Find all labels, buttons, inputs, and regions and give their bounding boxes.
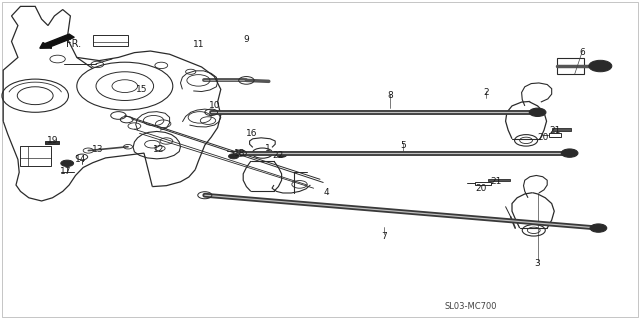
Text: 11: 11 bbox=[193, 40, 204, 49]
Circle shape bbox=[589, 60, 612, 72]
Text: 6: 6 bbox=[580, 48, 585, 57]
Bar bbox=[45, 141, 59, 144]
Circle shape bbox=[228, 154, 239, 159]
Circle shape bbox=[276, 152, 287, 157]
Bar bbox=[93, 35, 128, 46]
Text: 9: 9 bbox=[244, 35, 249, 44]
Text: 13: 13 bbox=[92, 145, 103, 154]
Text: 20: 20 bbox=[537, 133, 548, 142]
Bar bbox=[557, 58, 584, 74]
Bar bbox=[552, 128, 571, 131]
Text: 4: 4 bbox=[324, 189, 329, 197]
Text: 15: 15 bbox=[136, 85, 148, 94]
Text: 19: 19 bbox=[47, 137, 58, 145]
Circle shape bbox=[561, 149, 578, 157]
Circle shape bbox=[529, 108, 546, 116]
Bar bbox=[488, 179, 510, 181]
Bar bbox=[475, 182, 491, 185]
Text: 8: 8 bbox=[388, 91, 393, 100]
Text: FR.: FR. bbox=[66, 39, 81, 49]
Text: 16: 16 bbox=[246, 130, 257, 138]
Circle shape bbox=[590, 224, 607, 232]
Text: 21: 21 bbox=[490, 177, 502, 186]
Text: 1: 1 bbox=[265, 144, 270, 153]
Text: 18: 18 bbox=[234, 149, 246, 158]
Text: 17: 17 bbox=[60, 167, 71, 176]
Text: 10: 10 bbox=[209, 101, 220, 110]
Text: 2: 2 bbox=[484, 88, 489, 97]
Text: 22: 22 bbox=[273, 151, 284, 160]
Bar bbox=[549, 133, 561, 137]
Text: 21: 21 bbox=[550, 126, 561, 135]
Text: 14: 14 bbox=[75, 155, 86, 164]
Text: 5: 5 bbox=[401, 141, 406, 150]
Text: 12: 12 bbox=[153, 145, 164, 154]
Text: 3: 3 bbox=[535, 259, 540, 268]
Text: 7: 7 bbox=[381, 232, 387, 241]
Circle shape bbox=[61, 160, 74, 167]
Text: SL03-MC700: SL03-MC700 bbox=[444, 302, 497, 311]
Bar bbox=[20, 146, 51, 166]
Text: 20: 20 bbox=[476, 184, 487, 193]
FancyArrow shape bbox=[40, 34, 74, 48]
